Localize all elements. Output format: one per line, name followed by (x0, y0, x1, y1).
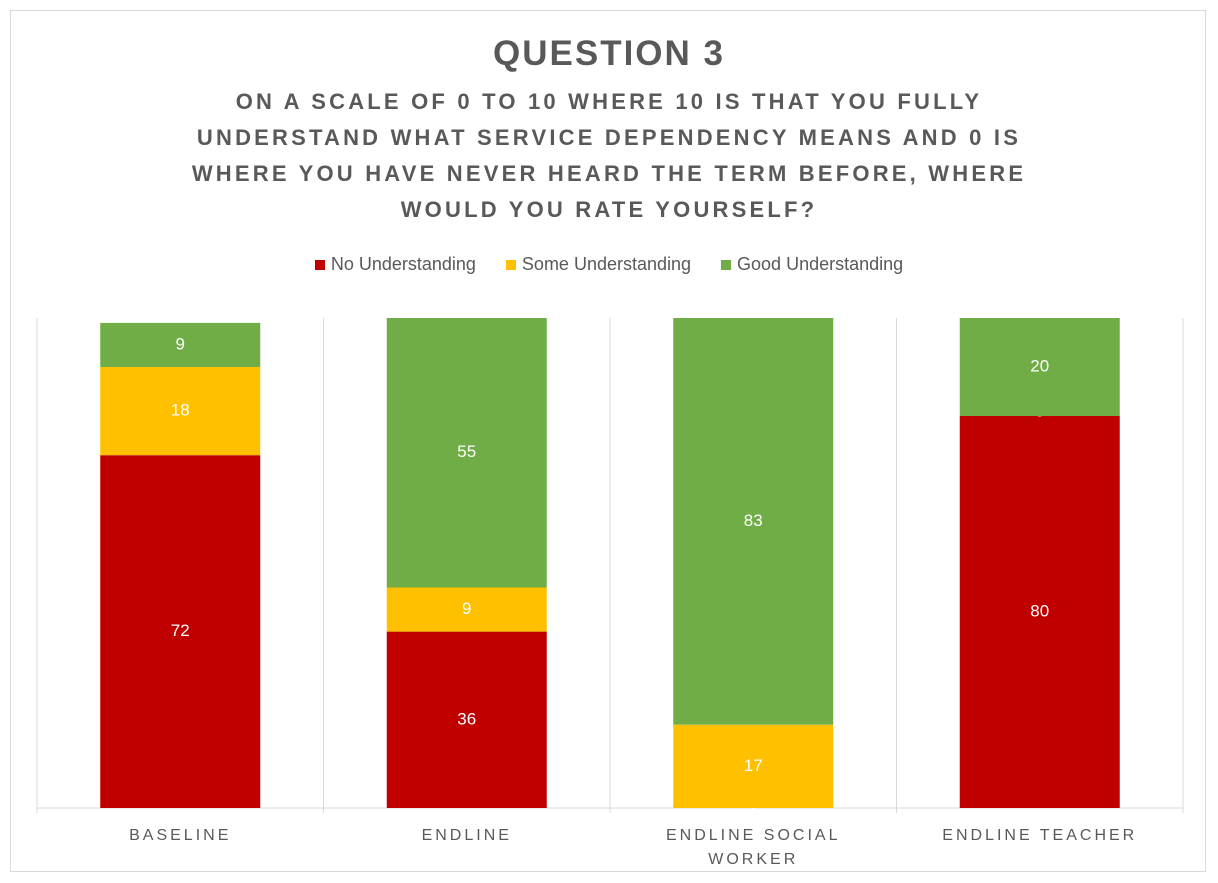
legend: No Understanding Some Understanding Good U… (0, 254, 1218, 275)
legend-label: Good Understanding (737, 254, 904, 274)
legend-swatch (314, 259, 325, 270)
bar-segment (386, 587, 547, 632)
chart-frame (10, 10, 1206, 872)
legend-swatch (505, 259, 516, 270)
x-tick-label: BASELINE (129, 827, 232, 844)
bar-segment (959, 318, 1120, 416)
data-label: 18 (171, 401, 190, 420)
legend-swatch (721, 259, 732, 270)
data-label: 9 (462, 599, 471, 618)
chart-subtitle: ON A SCALE OF 0 TO 10 WHERE 10 IS THAT Y… (191, 89, 1027, 222)
legend-item: Good Understanding (721, 254, 903, 275)
legend-item: Some Understanding (505, 254, 692, 275)
chart-title: QUESTION 3 (493, 34, 725, 73)
legend-item: No Understanding (314, 254, 476, 275)
bar-segment (386, 631, 547, 808)
bar-segment (100, 367, 261, 456)
bar-segment (959, 416, 1120, 808)
legend-label: Some Understanding (521, 254, 692, 274)
bar-segment (100, 322, 261, 367)
legend-label: No Understanding (330, 254, 476, 274)
data-label: 36 (457, 709, 476, 728)
data-label: 17 (744, 756, 763, 775)
data-label: 20 (1030, 356, 1049, 375)
data-label: 83 (744, 511, 763, 530)
bar-segment (386, 318, 547, 588)
x-tick-label: ENDLINE (421, 827, 512, 844)
bar-segment (673, 318, 834, 725)
data-label: 55 (457, 442, 476, 461)
bar-segment (673, 724, 834, 808)
bar-segment (100, 455, 261, 808)
data-label: 72 (171, 621, 190, 640)
x-tick-label: ENDLINE SOCIAL WORKER (666, 827, 841, 868)
data-label: 80 (1030, 601, 1049, 620)
x-tick-label: ENDLINE TEACHER (942, 827, 1138, 844)
data-label: 9 (176, 334, 185, 353)
